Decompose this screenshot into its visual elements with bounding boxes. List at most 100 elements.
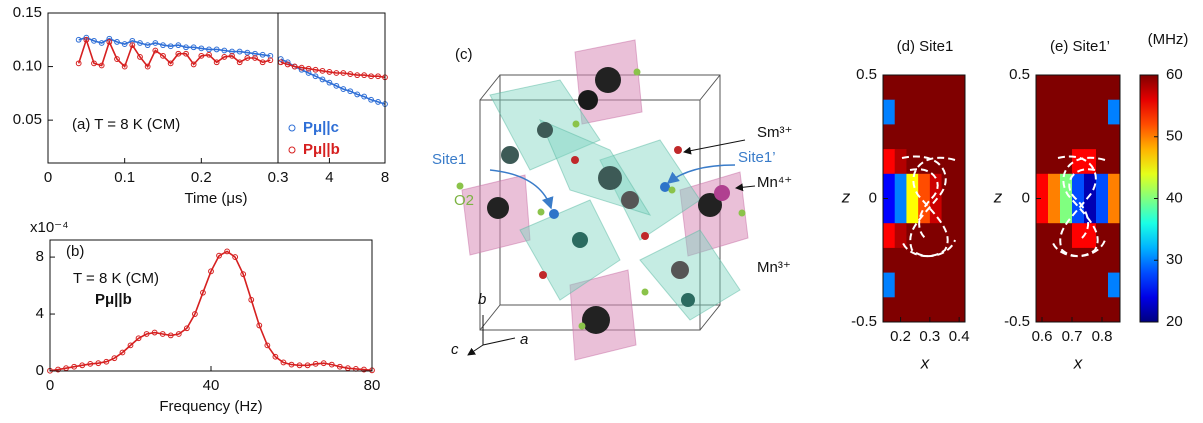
colorbar-tick-label: 50 <box>1166 128 1183 145</box>
y-tick-label: -0.5 <box>851 313 877 330</box>
heat-cell <box>1084 273 1097 298</box>
heat-cell <box>1096 149 1109 174</box>
heat-cell <box>1096 248 1109 273</box>
annotation: (a) T = 8 K (CM) <box>72 116 180 133</box>
heat-cell <box>1036 100 1049 125</box>
y-tick-label: 0.10 <box>13 58 42 75</box>
y-tick-label: 0.15 <box>13 4 42 21</box>
heat-cell <box>906 75 918 100</box>
heat-cell <box>1036 223 1049 248</box>
structure-label: Sm³⁺ <box>757 124 792 141</box>
heat-cell <box>1060 273 1073 298</box>
heat-cell <box>895 174 907 199</box>
heat-cell <box>883 248 895 273</box>
heat-cell <box>895 223 907 248</box>
legend-entry: Pμ||b <box>303 141 340 158</box>
colorbar-tick-label: 40 <box>1166 189 1183 206</box>
heat-cell <box>1108 273 1121 298</box>
x-tick-label: 0.3 <box>268 169 289 186</box>
heat-cell <box>1108 248 1121 273</box>
annotation: Pμ||b <box>95 291 132 308</box>
heat-cell <box>1048 273 1061 298</box>
heat-cell <box>1096 75 1109 100</box>
heat-cell <box>1108 124 1121 149</box>
heat-cell <box>1060 223 1073 248</box>
heat-cell <box>953 174 965 199</box>
heat-cell <box>942 174 954 199</box>
heat-cell <box>918 297 930 322</box>
structure <box>457 40 756 360</box>
heat-cell <box>953 75 965 100</box>
heat-cell <box>906 297 918 322</box>
heat-cell <box>1072 124 1085 149</box>
x-axis-label: x <box>920 353 930 372</box>
structure-label: Site1’ <box>738 149 776 166</box>
x-tick-label: 0.2 <box>191 169 212 186</box>
heat-cell <box>953 149 965 174</box>
heat-cell <box>906 223 918 248</box>
heat-cell <box>1084 100 1097 125</box>
structure-label: O2 <box>454 192 474 209</box>
heat-cell <box>942 75 954 100</box>
x-tick-label: 0.7 <box>1062 328 1083 345</box>
heat-cell <box>883 124 895 149</box>
x-tick-label: 0.3 <box>919 328 940 345</box>
structure-label: Site1 <box>432 151 466 168</box>
structure-label: Mn³⁺ <box>757 259 791 276</box>
heat-cell <box>918 248 930 273</box>
x-tick-label: 0.2 <box>890 328 911 345</box>
heat-cell <box>1060 149 1073 174</box>
heat-cell <box>895 248 907 273</box>
y-tick-label: 0 <box>36 362 44 379</box>
heat-cell <box>1108 149 1121 174</box>
heat-cell <box>895 199 907 224</box>
heat-cell <box>1084 124 1097 149</box>
heat-cell <box>953 199 965 224</box>
heat-cell <box>883 75 895 100</box>
x-axis-label: Time (μs) <box>184 190 247 207</box>
heat-cell <box>883 100 895 125</box>
panel-title: (d) Site1 <box>897 38 954 55</box>
heat-cell <box>1036 273 1049 298</box>
heat-cell <box>1048 100 1061 125</box>
heat-cell <box>895 273 907 298</box>
heat-cell <box>1108 297 1121 322</box>
heat-cell <box>1108 100 1121 125</box>
heat-cell <box>883 199 895 224</box>
x-tick-label: 0 <box>44 169 52 186</box>
heat-cell <box>1036 75 1049 100</box>
heat-cell <box>953 124 965 149</box>
heat-cell <box>1108 75 1121 100</box>
heat-cell <box>1084 297 1097 322</box>
annotation: (b) <box>66 243 84 260</box>
y-axis-label: z <box>841 187 851 206</box>
heat-cell <box>906 124 918 149</box>
axis-letter: a <box>520 331 528 348</box>
heat-cell <box>906 174 918 199</box>
heat-cell <box>1060 75 1073 100</box>
annotation: T = 8 K (CM) <box>73 270 159 287</box>
heat-cell <box>1096 199 1109 224</box>
y-axis-label: z <box>993 187 1003 206</box>
heat-cell <box>1048 124 1061 149</box>
heat-cell <box>953 248 965 273</box>
x-tick-label: 0.1 <box>114 169 135 186</box>
y-tick-label: 0 <box>869 189 877 206</box>
x-tick-label: 0.8 <box>1092 328 1113 345</box>
heat-cell <box>942 297 954 322</box>
x-tick-label: 40 <box>203 377 220 394</box>
heat-cell <box>883 174 895 199</box>
heat-cell <box>1048 248 1061 273</box>
heat-cell <box>906 100 918 125</box>
colorbar-tick-label: 60 <box>1166 66 1183 83</box>
axis-letter: b <box>478 291 486 308</box>
x-tick-label: 8 <box>381 169 389 186</box>
heat-cell <box>1036 248 1049 273</box>
heat-cell <box>1036 124 1049 149</box>
heat-cell <box>883 149 895 174</box>
heat-cell <box>1096 100 1109 125</box>
heat-cell <box>918 124 930 149</box>
fit-line <box>281 59 385 104</box>
legend-entry: Pμ||c <box>303 119 339 136</box>
y-tick-label: 0.05 <box>13 111 42 128</box>
